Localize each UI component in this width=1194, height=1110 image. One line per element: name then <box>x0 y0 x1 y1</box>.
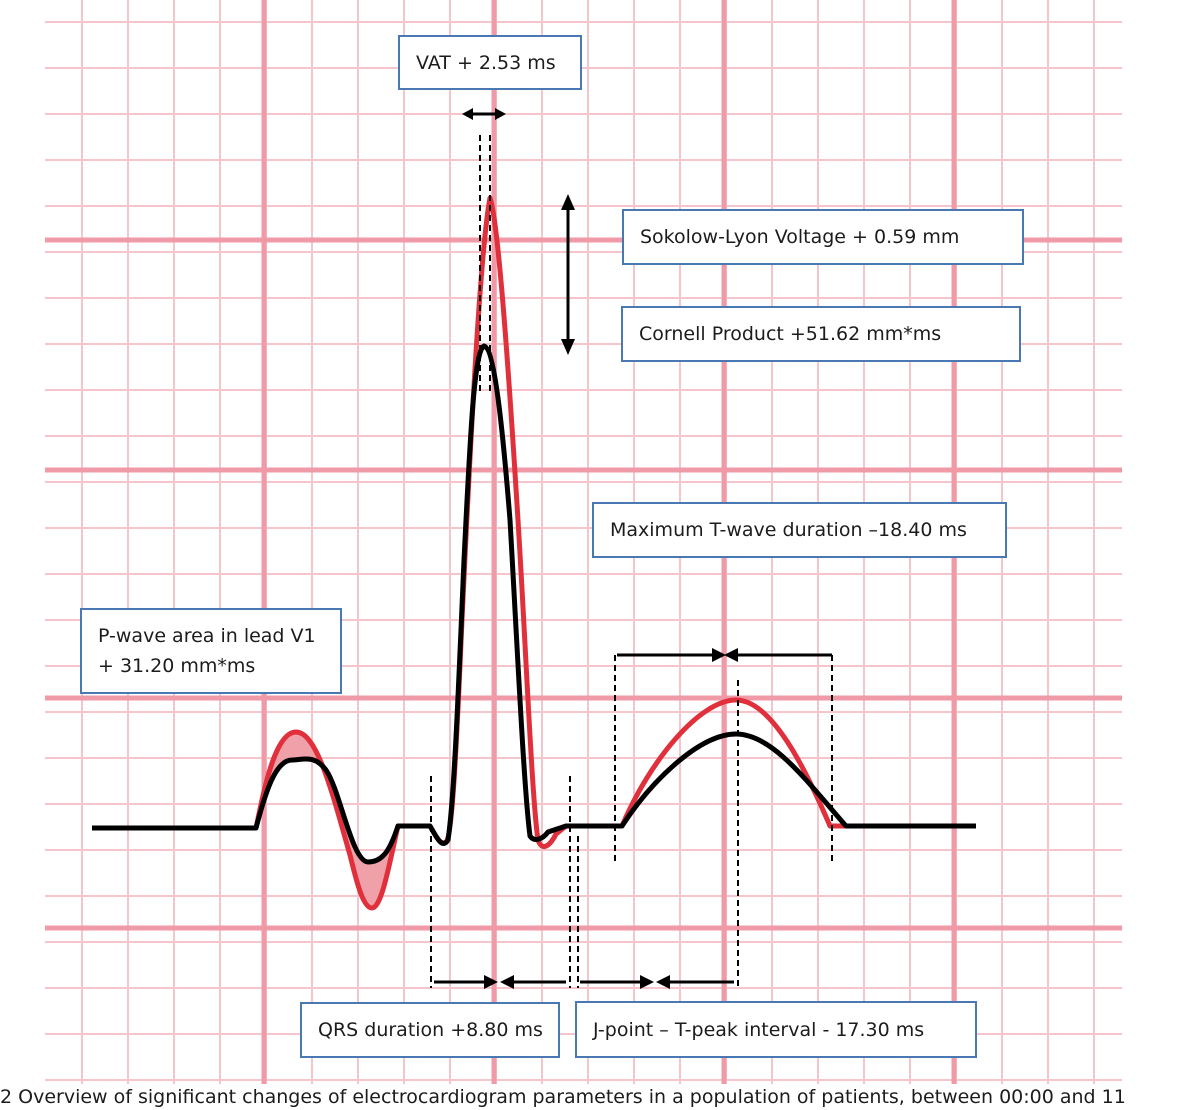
p-wave-area-label-line1: P-wave area in lead V1 <box>98 625 316 647</box>
ecg-trace-black <box>92 343 976 865</box>
sokolow-arrow-top-head <box>561 194 575 210</box>
measurement-guides <box>430 135 833 988</box>
sokolow-arrow-bottom-head <box>561 339 575 355</box>
qrs-duration-label: QRS duration +8.80 ms <box>300 1002 560 1058</box>
qrs-duration-label-text: QRS duration +8.80 ms <box>318 1019 543 1041</box>
twave-arrow-left-head <box>712 648 726 662</box>
twave-arrow-right-head <box>724 648 738 662</box>
cornell-product-label-text: Cornell Product +51.62 mm*ms <box>639 323 942 345</box>
sokolow-lyon-label-text: Sokolow-Lyon Voltage + 0.59 mm <box>640 226 960 248</box>
p-wave-area-label-line2: + 31.20 mm*ms <box>98 655 256 677</box>
vat-arrow-left-head <box>462 108 473 120</box>
measurement-arrows <box>434 108 832 989</box>
sokolow-lyon-label: Sokolow-Lyon Voltage + 0.59 mm <box>622 209 1024 265</box>
jpoint-arrow-right-head <box>656 975 670 989</box>
vat-arrow-right-head <box>495 108 506 120</box>
p-wave-area-fill <box>256 732 398 908</box>
jpoint-tpeak-label-text: J-point – T-peak interval - 17.30 ms <box>593 1018 925 1041</box>
jpoint-tpeak-label: J-point – T-peak interval - 17.30 ms <box>575 1001 977 1058</box>
qrs-arrow-right-head <box>500 975 514 989</box>
figure-caption: 2 Overview of significant changes of ele… <box>0 1086 1126 1108</box>
qrs-arrow-left-head <box>484 975 498 989</box>
jpoint-arrow-left-head <box>640 975 654 989</box>
p-wave-area-label: P-wave area in lead V1 + 31.20 mm*ms <box>80 608 342 694</box>
vat-label-text: VAT + 2.53 ms <box>416 51 556 74</box>
cornell-product-label: Cornell Product +51.62 mm*ms <box>621 306 1021 362</box>
t-wave-duration-label: Maximum T-wave duration –18.40 ms <box>592 502 1007 558</box>
t-wave-duration-label-text: Maximum T-wave duration –18.40 ms <box>610 519 967 541</box>
vat-label: VAT + 2.53 ms <box>398 35 582 90</box>
